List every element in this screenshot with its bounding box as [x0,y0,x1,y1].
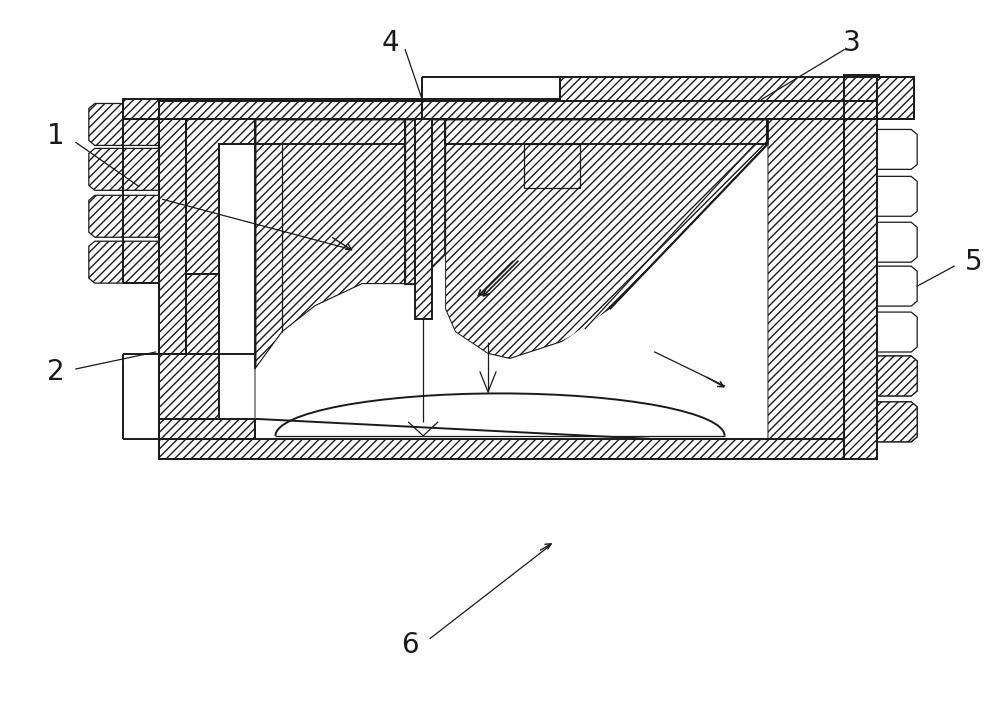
Polygon shape [405,120,445,284]
Polygon shape [844,222,917,262]
Polygon shape [89,149,159,190]
Polygon shape [89,195,159,237]
Polygon shape [844,130,917,170]
Text: 2: 2 [47,358,65,386]
Polygon shape [844,176,917,216]
Polygon shape [422,77,877,120]
Polygon shape [159,419,255,439]
Polygon shape [415,120,432,319]
Polygon shape [159,354,219,419]
Polygon shape [159,101,219,354]
Polygon shape [844,356,917,396]
Text: 6: 6 [401,631,419,660]
Text: 1: 1 [47,122,65,151]
Polygon shape [89,241,159,283]
Polygon shape [844,312,917,352]
Text: 3: 3 [842,29,860,56]
Polygon shape [186,274,219,354]
Polygon shape [488,120,767,439]
Polygon shape [89,103,159,146]
Polygon shape [844,402,917,442]
Text: 4: 4 [381,29,399,56]
Polygon shape [255,120,767,439]
Polygon shape [159,439,844,459]
Polygon shape [524,144,580,189]
Polygon shape [844,356,917,396]
Text: 5: 5 [965,249,983,276]
Polygon shape [159,101,422,120]
Polygon shape [844,402,917,442]
Polygon shape [186,120,255,274]
Polygon shape [844,266,917,306]
Polygon shape [844,77,914,120]
Polygon shape [255,284,405,419]
Polygon shape [123,75,914,120]
Polygon shape [767,120,844,439]
Polygon shape [844,120,877,459]
Polygon shape [255,120,405,369]
Polygon shape [445,120,844,359]
